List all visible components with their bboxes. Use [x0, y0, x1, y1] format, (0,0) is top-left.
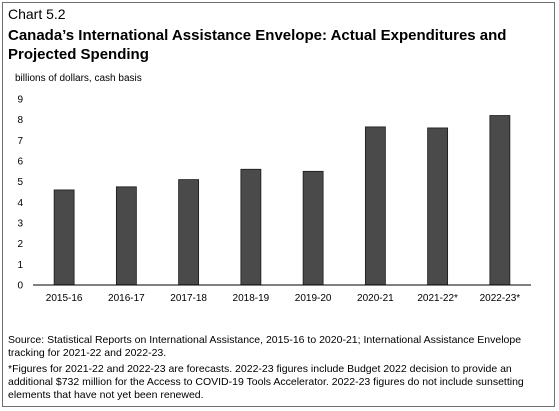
bar [178, 179, 200, 286]
x-tick-label: 2020-21 [357, 293, 394, 304]
x-tick-label: 2016-17 [108, 293, 145, 304]
y-axis: 0 1 2 3 4 5 6 7 8 9 [17, 95, 23, 292]
x-tick-label: 2017-18 [170, 293, 207, 304]
x-tick-label: 2015-16 [46, 293, 83, 304]
chart-title: Canada’s International Assistance Envelo… [8, 27, 507, 63]
y-tick-label: 4 [17, 198, 23, 209]
bar [427, 127, 449, 286]
source-note: Source: Statistical Reports on Internati… [8, 334, 522, 359]
x-tick-label: 2022-23* [480, 293, 521, 304]
footnote: *Figures for 2021-22 and 2022-23 are for… [8, 363, 524, 401]
x-axis: 2015-16 2016-17 2017-18 2018-19 2019-20 2020-… [46, 293, 521, 304]
bar [115, 186, 137, 286]
chart-frame [2, 2, 555, 407]
y-tick-label: 8 [17, 115, 23, 126]
x-tick-label: 2019-20 [295, 293, 332, 304]
x-tick-label: 2018-19 [233, 293, 270, 304]
y-tick-label: 1 [17, 260, 23, 271]
y-tick-label: 5 [17, 177, 23, 188]
bar [489, 115, 511, 286]
y-tick-label: 2 [17, 239, 23, 250]
y-tick-label: 9 [17, 95, 23, 106]
chart-label: Chart 5.2 [8, 6, 66, 22]
x-tick-label: 2021-22* [417, 293, 458, 304]
y-tick-label: 7 [17, 136, 23, 147]
y-tick-label: 6 [17, 157, 23, 168]
bar [364, 126, 386, 286]
y-axis-label: billions of dollars, cash basis [15, 73, 142, 84]
y-tick-label: 3 [17, 219, 23, 230]
bar [240, 168, 262, 286]
bar [302, 170, 324, 286]
chart-notes: Source: Statistical Reports on Internati… [8, 334, 548, 405]
y-tick-label: 0 [17, 281, 23, 292]
bars [53, 115, 511, 286]
bar [53, 189, 75, 286]
